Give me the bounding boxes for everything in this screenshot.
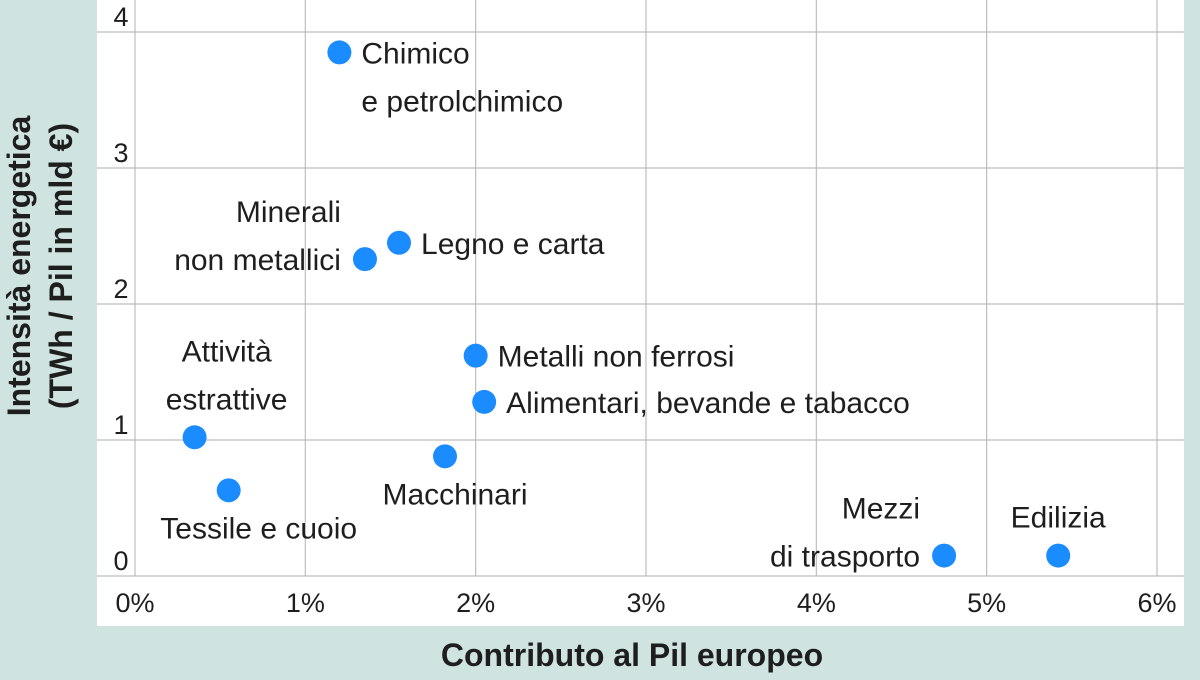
- y-tick-label: 3: [113, 138, 128, 168]
- y-tick-label: 1: [113, 410, 128, 440]
- x-tick-label: 0%: [115, 588, 154, 618]
- plot-background: [97, 0, 1184, 626]
- x-axis-title: Contributo al Pil europeo: [441, 637, 823, 673]
- y-tick-label: 2: [113, 274, 128, 304]
- point-label: Attività estrattive: [166, 335, 288, 416]
- point-label: Chimico e petrolchimico: [361, 37, 563, 118]
- data-point: [387, 230, 412, 255]
- data-point: [1046, 543, 1071, 568]
- data-point: [182, 425, 207, 450]
- data-point: [216, 478, 241, 503]
- point-label: Metalli non ferrosi: [498, 341, 735, 374]
- y-axis-title-line: (TWh / Pil in mld €): [43, 123, 79, 409]
- point-label: Mezzi di trasporto: [770, 493, 920, 574]
- point-label-line: e petrolchimico: [361, 85, 563, 118]
- point-label-line: Minerali: [236, 196, 341, 229]
- x-tick-label: 6%: [1137, 588, 1176, 618]
- point-label-line: Edilizia: [1011, 502, 1106, 535]
- point-label: Minerali non metallici: [174, 196, 341, 277]
- point-labels: Chimico e petrolchimico Minerali non metall…: [160, 37, 1106, 573]
- data-points: [182, 40, 1071, 568]
- point-label: Alimentari, bevande e tabacco: [506, 387, 910, 420]
- point-label-line: Attività: [182, 335, 272, 368]
- grid-lines: [97, 0, 1184, 577]
- point-label-line: non metallici: [174, 244, 341, 277]
- point-label-line: Macchinari: [382, 478, 527, 511]
- y-axis-title-line: Intensità energetica: [1, 116, 37, 417]
- point-label: Macchinari: [382, 478, 527, 511]
- x-tick-label: 1%: [286, 588, 325, 618]
- point-label: Tessile e cuoio: [160, 512, 357, 545]
- y-axis-title: Intensità energetica (TWh / Pil in mld €): [1, 116, 79, 417]
- data-point: [472, 389, 497, 414]
- data-point: [463, 343, 488, 368]
- x-tick-label: 3%: [626, 588, 665, 618]
- point-label-line: Mezzi: [842, 493, 920, 526]
- x-tick-label: 2%: [456, 588, 495, 618]
- point-label: Edilizia: [1011, 502, 1106, 535]
- y-tick-label: 4: [113, 2, 128, 32]
- x-tick-label: 4%: [797, 588, 836, 618]
- point-label-line: Metalli non ferrosi: [498, 341, 735, 374]
- point-label-line: Legno e carta: [421, 228, 605, 261]
- point-label-line: Tessile e cuoio: [160, 512, 357, 545]
- data-point: [327, 40, 352, 65]
- point-label-line: Chimico: [361, 37, 469, 70]
- tick-labels: 0% 1% 2% 3% 4% 5% 6% 0 1 2 3 4: [113, 2, 1176, 618]
- y-tick-label: 0: [113, 546, 128, 576]
- point-label-line: estrattive: [166, 383, 288, 416]
- data-point: [932, 543, 957, 568]
- point-label-line: di trasporto: [770, 541, 920, 574]
- point-label-line: Alimentari, bevande e tabacco: [506, 387, 910, 420]
- point-label: Legno e carta: [421, 228, 605, 261]
- data-point: [433, 444, 458, 469]
- data-point: [352, 247, 377, 272]
- x-tick-label: 5%: [967, 588, 1006, 618]
